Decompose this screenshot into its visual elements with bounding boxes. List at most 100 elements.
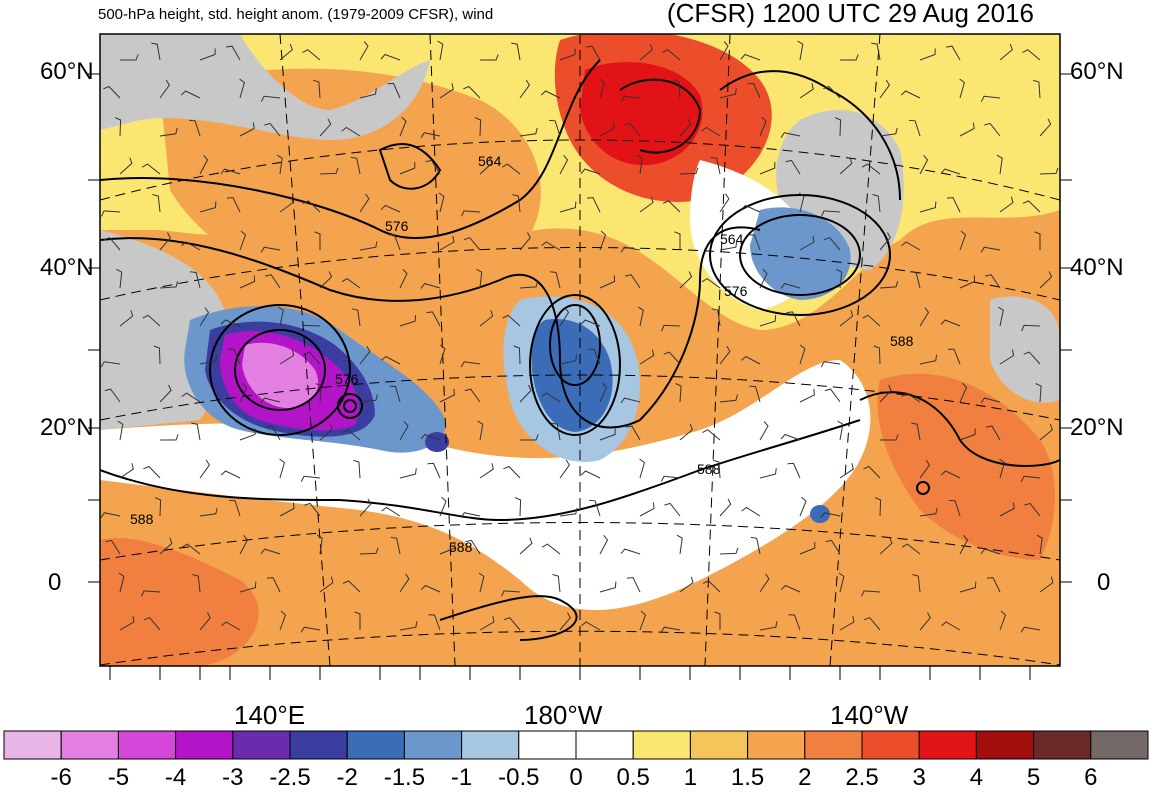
wind-barb (799, 388, 815, 403)
wind-barb (559, 201, 577, 213)
wind-barb (599, 428, 616, 441)
wind-barb (226, 45, 241, 61)
wind-barb (425, 159, 441, 175)
wind-barb (863, 465, 881, 479)
wind-barb (119, 157, 133, 175)
wind-barb (879, 281, 899, 289)
wind-barb (836, 268, 843, 289)
wind-barb (420, 283, 441, 289)
wind-barb (626, 425, 641, 441)
wind-barb (821, 210, 841, 217)
wind-barb (119, 463, 134, 479)
wind-barb (513, 345, 521, 365)
wind-barb (626, 577, 641, 593)
wind-barb (359, 241, 378, 251)
wind-barb (880, 434, 899, 441)
wind-barb (103, 85, 121, 99)
graticule (100, 34, 1060, 666)
wind-barb (620, 246, 641, 253)
wind-barb (580, 319, 601, 327)
wind-barb (342, 580, 361, 593)
wind-barb (265, 274, 281, 289)
wind-barb (780, 283, 801, 289)
wind-barb (948, 348, 961, 365)
wind-barb (279, 458, 285, 479)
wind-barb (228, 348, 241, 365)
wind-barb (834, 117, 842, 137)
wind-barb (910, 271, 921, 289)
wind-barb (199, 507, 218, 517)
wind-barb (221, 621, 241, 631)
wind-barb (159, 537, 173, 555)
wind-barb (353, 459, 361, 479)
colorbar-swatch (3, 730, 62, 760)
wind-barb (359, 345, 371, 365)
colorbar-swatch (403, 730, 463, 760)
wind-barb (104, 388, 121, 403)
wind-barb (900, 90, 921, 99)
wind-barb (319, 576, 334, 593)
wind-barb (239, 534, 249, 555)
wind-barb (580, 470, 601, 479)
colorbar-label: 1 (683, 764, 698, 791)
colorbar-label: 1.5 (730, 764, 765, 791)
wind-barb (741, 506, 761, 517)
colorbar-label: -1 (450, 764, 473, 791)
wind-barb (559, 459, 571, 479)
wind-barb (599, 275, 616, 289)
wind-barb (799, 496, 807, 517)
wind-barb (239, 382, 248, 403)
wind-barb (946, 197, 961, 213)
colorbar-swatch (861, 730, 920, 760)
wind-barb (673, 79, 681, 99)
wind-barb (980, 397, 1001, 404)
wind-barb (192, 574, 201, 593)
wind-barb (839, 157, 853, 175)
wind-barb (480, 54, 499, 61)
wind-barb (719, 88, 737, 99)
lat-label-left: 40°N (40, 254, 94, 281)
contour-label: 564 (478, 153, 502, 169)
wind-barb (620, 397, 641, 404)
wind-barb (1036, 534, 1043, 555)
wind-barb (996, 154, 1003, 175)
wind-barb (786, 311, 801, 327)
wind-barb (986, 425, 1001, 441)
wind-barb (180, 90, 201, 99)
wind-barb (679, 167, 699, 175)
wind-barb (999, 196, 1014, 213)
wind-barb (279, 196, 294, 213)
wind-barb (399, 468, 417, 479)
contour-label: 588 (890, 333, 914, 349)
wind-barb (181, 392, 201, 403)
wind-barb (141, 590, 161, 597)
wind-barb (302, 200, 321, 213)
wind-barb (701, 277, 721, 289)
wind-barb (117, 420, 124, 441)
wind-barb (239, 428, 256, 441)
wind-barb (501, 163, 521, 175)
wind-barb (303, 351, 321, 365)
wind-barb (959, 275, 976, 289)
wind-barb (1022, 49, 1041, 61)
map-title-left: 500-hPa height, std. height anom. (1979-… (98, 6, 494, 23)
wind-barb (390, 536, 401, 555)
wind-barb (461, 210, 481, 217)
wind-barb (342, 429, 361, 441)
wind-barb (420, 584, 441, 593)
wind-barb (199, 154, 209, 175)
wind-barb (901, 392, 921, 403)
wind-barb (839, 310, 854, 327)
wind-barb (354, 611, 361, 630)
wind-barb (226, 197, 241, 213)
colorbar-swatch (1090, 730, 1149, 760)
wind-barb (788, 614, 801, 631)
blue-anomaly-dateline (531, 319, 613, 432)
colorbar-label: -6 (50, 764, 72, 791)
wind-barb (919, 201, 937, 213)
wind-barb (351, 308, 361, 327)
wind-barb (679, 118, 692, 137)
colorbar-swatch (461, 730, 520, 760)
wind-barb (759, 116, 767, 137)
wind-barb (199, 354, 218, 365)
